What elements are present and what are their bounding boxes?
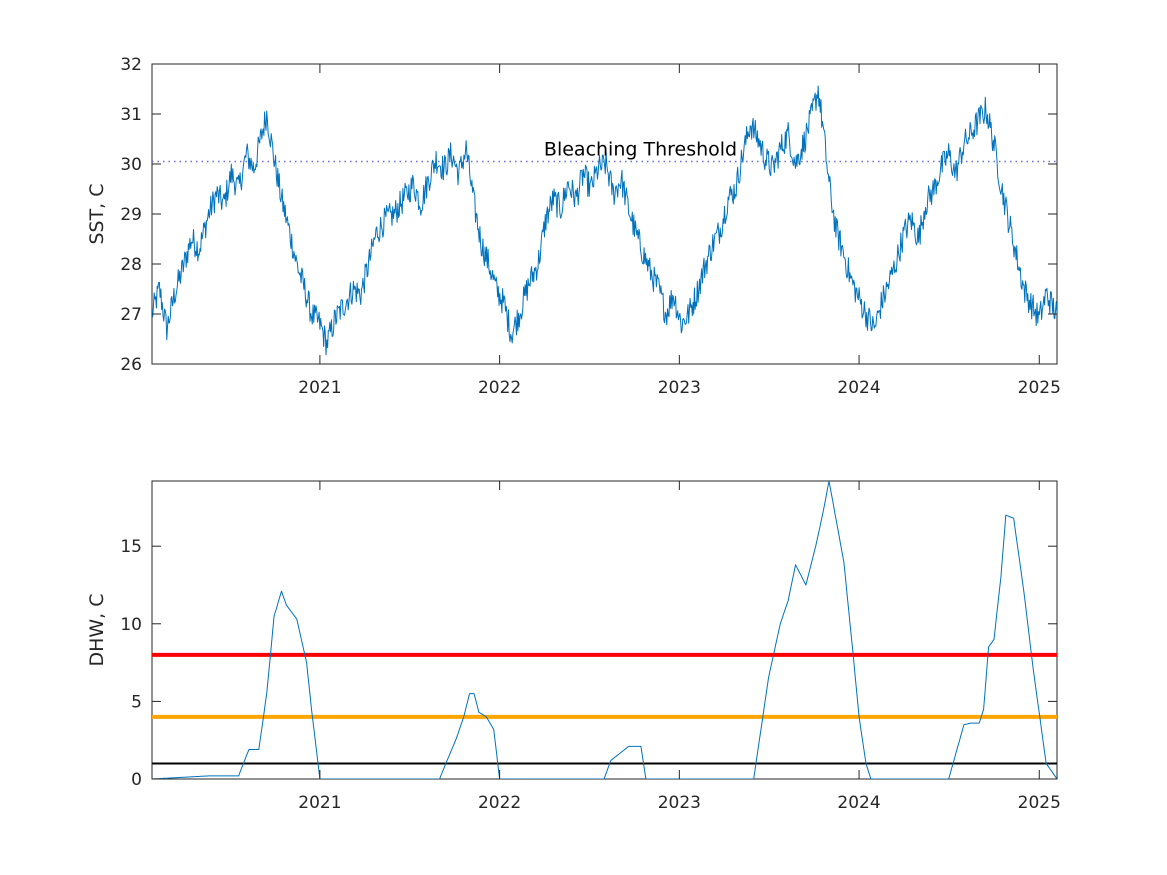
y-tick-label: 10 xyxy=(120,615,142,635)
bleaching-threshold-label: Bleaching Threshold xyxy=(544,139,737,161)
y-tick-label: 32 xyxy=(120,55,142,75)
y-axis-label: SST, C xyxy=(86,183,108,244)
y-tick-label: 27 xyxy=(120,305,142,325)
x-tick-label: 2024 xyxy=(837,793,880,813)
y-tick-label: 0 xyxy=(131,770,142,790)
sst-series-line xyxy=(152,85,1057,356)
axes-box xyxy=(151,63,1058,365)
dhw-series-line xyxy=(152,481,1057,779)
x-tick-label: 2021 xyxy=(298,378,341,398)
x-tick-label: 2021 xyxy=(298,793,341,813)
x-tick-label: 2025 xyxy=(1018,793,1061,813)
sst-chart: 26 27 28 29 30 31 32 2021 2022 2023 2024 2025 SST, C… xyxy=(86,55,1061,398)
y-tick-label: 15 xyxy=(120,537,142,557)
dhw-chart: 0 5 10 15 2021 2022 2023 2024 2025 DHW, C xyxy=(86,480,1061,813)
y-tick-label: 28 xyxy=(120,255,142,275)
y-axis-label: DHW, C xyxy=(86,593,108,666)
plot-area xyxy=(152,481,1057,779)
axes-box xyxy=(151,480,1058,780)
x-tick-label: 2023 xyxy=(658,378,701,398)
x-tick-label: 2025 xyxy=(1018,378,1061,398)
x-tick-label: 2024 xyxy=(837,378,880,398)
y-tick-label: 29 xyxy=(120,205,142,225)
y-tick-label: 26 xyxy=(120,355,142,375)
y-tick-label: 31 xyxy=(120,105,142,125)
y-tick-label: 5 xyxy=(131,692,142,712)
x-tick-label: 2022 xyxy=(478,793,521,813)
y-tick-label: 30 xyxy=(120,155,142,175)
x-tick-label: 2023 xyxy=(658,793,701,813)
plot-area xyxy=(152,85,1057,356)
x-tick-label: 2022 xyxy=(478,378,521,398)
